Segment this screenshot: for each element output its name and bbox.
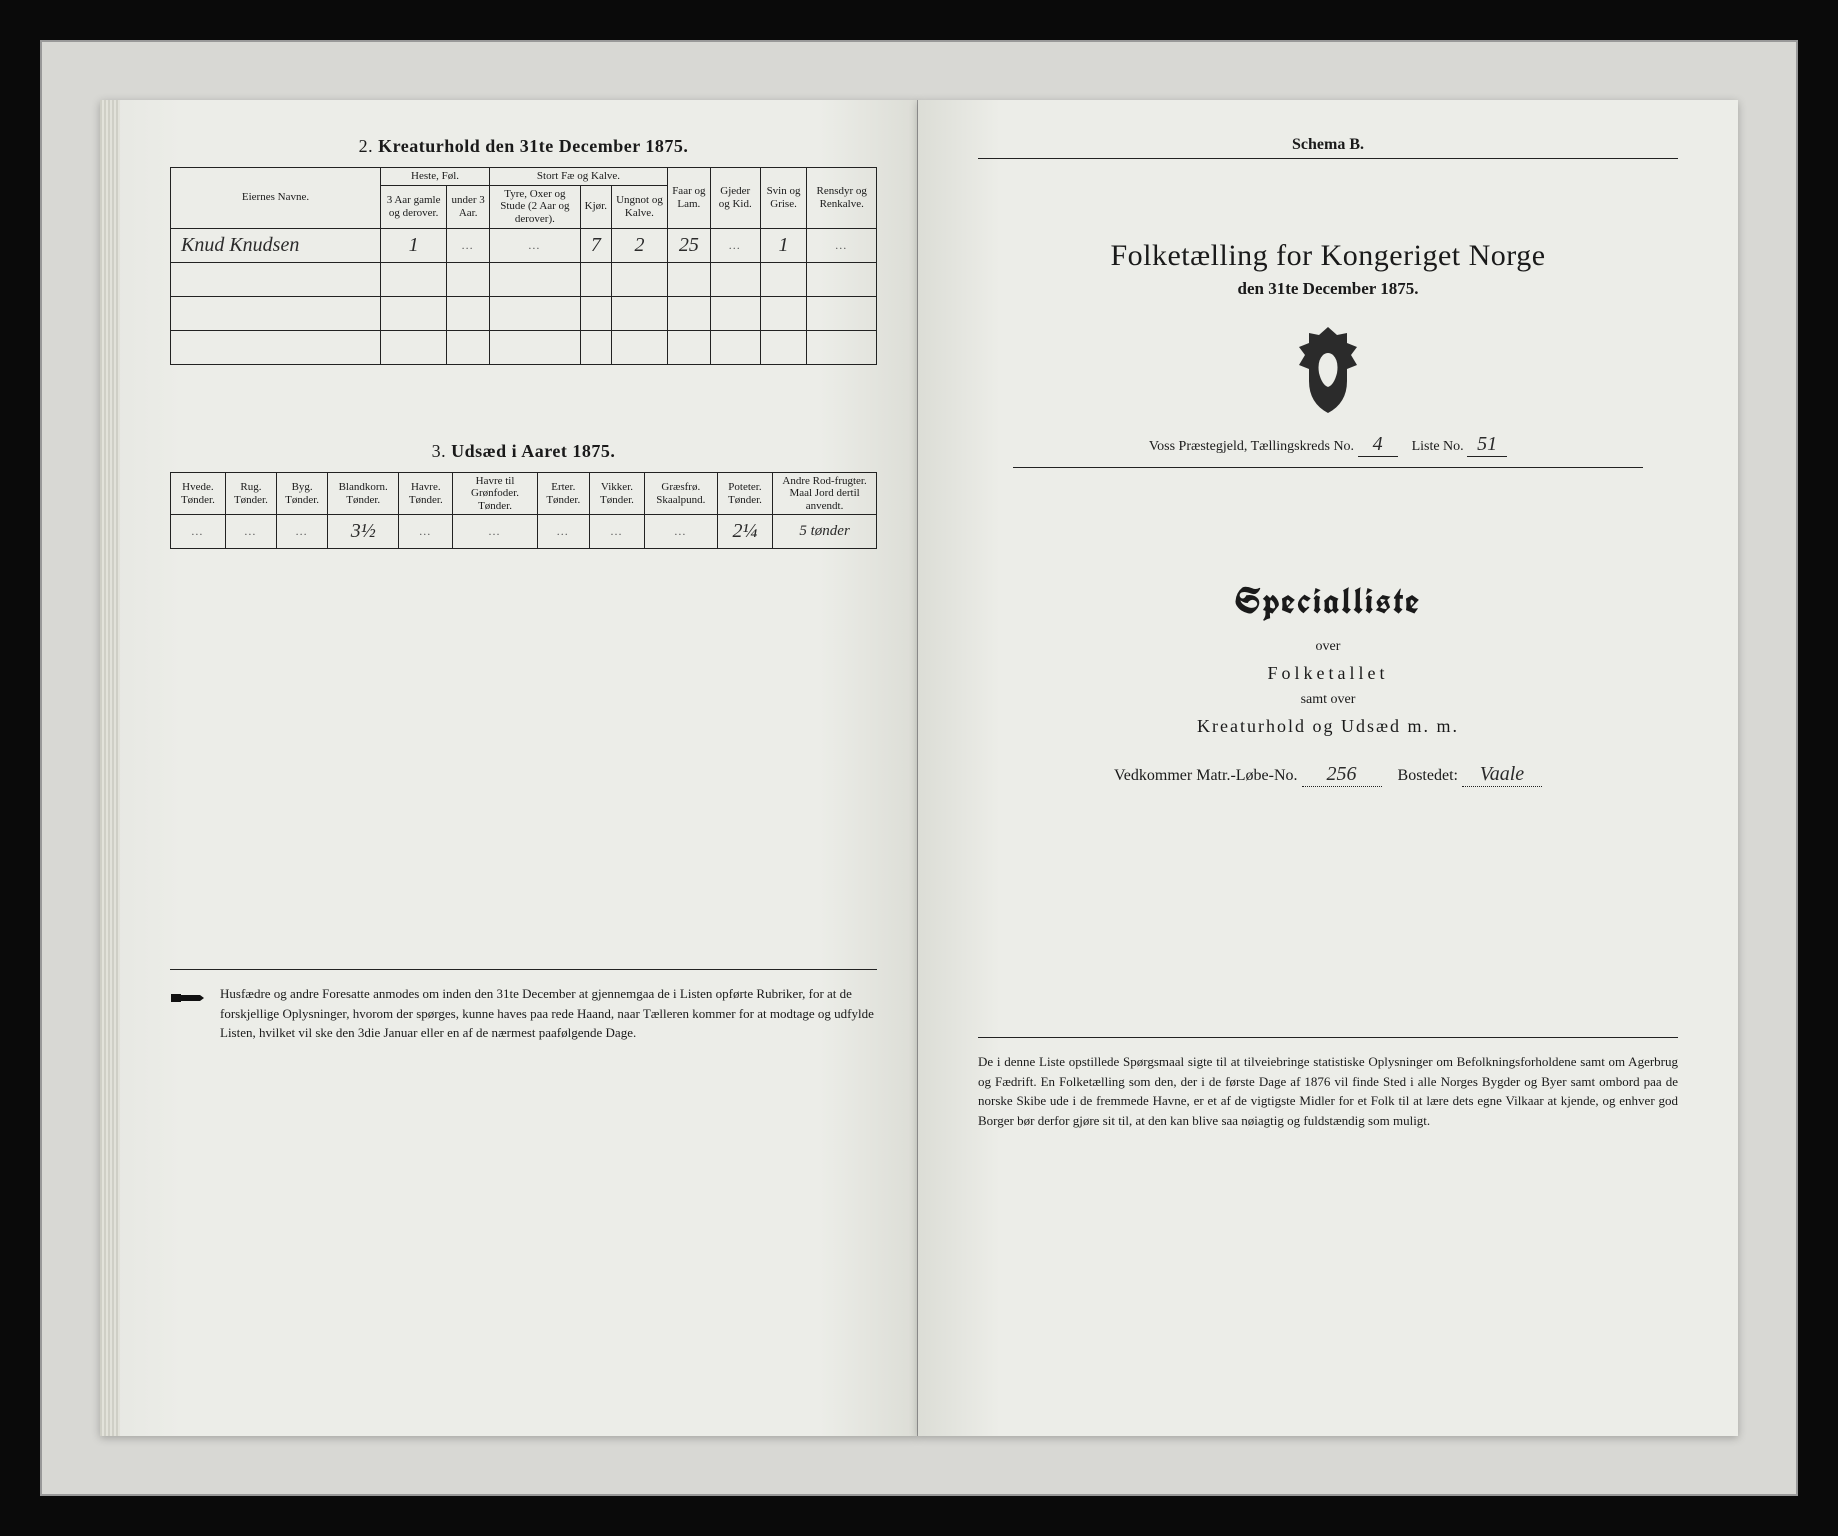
matr-no: 256 [1302, 763, 1382, 787]
sub-cows: Kjør. [580, 185, 611, 228]
specialliste-heading: Specialliste [978, 578, 1678, 625]
col-sheep: Faar og Lam. [667, 168, 710, 229]
vedk-prefix: Vedkommer Matr.-Løbe-No. [1114, 767, 1298, 784]
right-page: Schema B. Folketælling for Kongeriget No… [918, 100, 1738, 1436]
section2-title: 2. Kreaturhold den 31te December 1875. [170, 136, 877, 157]
liste-no: 51 [1467, 433, 1507, 457]
census-date: den 31te December 1875. [978, 279, 1678, 299]
right-footer: De i denne Liste opstillede Spørgsmaal s… [978, 1037, 1678, 1130]
c6: … [537, 515, 589, 549]
kreds-no: 4 [1358, 433, 1398, 457]
col-owner: Eiernes Navne. [171, 168, 381, 229]
rule-mid [1013, 467, 1643, 468]
page-spread: 2. Kreaturhold den 31te December 1875. E… [100, 100, 1738, 1436]
pointing-hand-icon [170, 988, 206, 1008]
left-page: 2. Kreaturhold den 31te December 1875. E… [100, 100, 918, 1436]
c7: … [589, 515, 644, 549]
kreaturhold-line: Kreaturhold og Udsæd m. m. [978, 716, 1678, 737]
c0: … [171, 515, 226, 549]
section2-number: 2. [359, 136, 374, 156]
col-vikker: Vikker. Tønder. [589, 472, 644, 515]
kreaturhold-table: Eiernes Navne. Heste, Føl. Stort Fæ og K… [170, 167, 877, 365]
c10: 5 tønder [773, 515, 877, 549]
folketallet: Folketallet [978, 663, 1678, 684]
c9: 2¼ [717, 515, 772, 549]
census-title: Folketælling for Kongeriget Norge [978, 239, 1678, 273]
col-poteter: Poteter. Tønder. [717, 472, 772, 515]
col-hvede: Hvede. Tønder. [171, 472, 226, 515]
left-footer: Husfædre og andre Foresatte anmodes om i… [170, 969, 877, 1043]
meta-prefix: Voss Præstegjeld, Tællingskreds No. [1149, 439, 1354, 454]
coat-of-arms-icon [1289, 325, 1367, 415]
bostedet-label: Bostedet: [1398, 767, 1458, 784]
section3-title: 3. Udsæd i Aaret 1875. [170, 441, 877, 462]
table-row [171, 296, 877, 330]
left-footer-text: Husfædre og andre Foresatte anmodes om i… [220, 984, 877, 1043]
cell-h3: 1 [381, 228, 447, 262]
col-havre-gron: Havre til Grønfoder. Tønder. [453, 472, 537, 515]
col-reindeer: Rensdyr og Renkalve. [807, 168, 877, 229]
col-rug: Rug. Tønder. [225, 472, 276, 515]
samt-over: samt over [978, 692, 1678, 708]
bostedet-value: Vaale [1462, 763, 1542, 787]
table-row: … … … 3½ … … … … … 2¼ 5 tønder [171, 515, 877, 549]
cell-cows: 7 [580, 228, 611, 262]
col-pigs: Svin og Grise. [760, 168, 807, 229]
sub-bulls: Tyre, Oxer og Stude (2 Aar og derover). [490, 185, 581, 228]
cell-sheep: 25 [667, 228, 710, 262]
sub-horses-3plus: 3 Aar gamle og derover. [381, 185, 447, 228]
table-row [171, 262, 877, 296]
rule-top [978, 158, 1678, 159]
grp-horses: Heste, Føl. [381, 168, 490, 186]
c8: … [644, 515, 717, 549]
schema-label: Schema B. [978, 136, 1678, 154]
section2-heading: Kreaturhold den 31te December 1875. [378, 136, 688, 156]
grp-cattle: Stort Fæ og Kalve. [490, 168, 668, 186]
c5: … [453, 515, 537, 549]
col-graesfro: Græsfrø. Skaalpund. [644, 472, 717, 515]
c3: 3½ [328, 515, 399, 549]
section3-heading: Udsæd i Aaret 1875. [451, 441, 615, 461]
col-byg: Byg. Tønder. [277, 472, 328, 515]
scan-frame: 2. Kreaturhold den 31te December 1875. E… [40, 40, 1798, 1496]
table-row [171, 330, 877, 364]
table-row: Knud Knudsen 1 … … 7 2 25 … 1 … [171, 228, 877, 262]
col-blandkorn: Blandkorn. Tønder. [328, 472, 399, 515]
section3-number: 3. [432, 441, 447, 461]
cell-reindeer: … [807, 228, 877, 262]
meta-line: Voss Præstegjeld, Tællingskreds No. 4 Li… [978, 433, 1678, 457]
sub-young: Ungnot og Kalve. [611, 185, 667, 228]
vedkommer-line: Vedkommer Matr.-Løbe-No. 256 Bostedet: V… [978, 763, 1678, 787]
cell-young: 2 [611, 228, 667, 262]
col-havre: Havre. Tønder. [399, 472, 453, 515]
col-erter: Erter. Tønder. [537, 472, 589, 515]
col-rodfrugter: Andre Rod-frugter. Maal Jord dertil anve… [773, 472, 877, 515]
cell-goats: … [710, 228, 760, 262]
liste-label: Liste No. [1412, 439, 1464, 454]
cell-hu3: … [447, 228, 490, 262]
over-1: over [978, 639, 1678, 655]
col-goats: Gjeder og Kid. [710, 168, 760, 229]
cell-bulls: … [490, 228, 581, 262]
c4: … [399, 515, 453, 549]
cell-owner: Knud Knudsen [171, 228, 381, 262]
sub-horses-u3: under 3 Aar. [447, 185, 490, 228]
cell-pigs: 1 [760, 228, 807, 262]
c1: … [225, 515, 276, 549]
udsaed-table: Hvede. Tønder. Rug. Tønder. Byg. Tønder.… [170, 472, 877, 550]
c2: … [277, 515, 328, 549]
